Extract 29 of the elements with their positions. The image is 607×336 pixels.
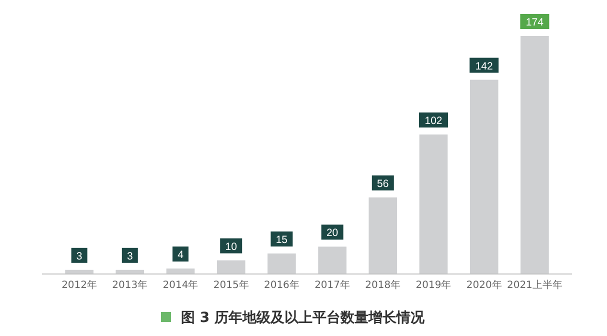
x-tick-label: 2017年 — [314, 279, 350, 291]
data-label: 174 — [526, 16, 544, 28]
bar — [318, 246, 346, 274]
x-tick-label: 2020年 — [466, 279, 502, 291]
x-tick-label: 2019年 — [416, 279, 452, 291]
text: 图 3 历年地级及以上平台数量增长情况 — [181, 310, 426, 326]
bar — [216, 260, 246, 274]
x-tick-label: 2014年 — [162, 279, 198, 291]
x-tick-label: 2016年 — [264, 279, 300, 291]
data-label: 102 — [424, 114, 442, 127]
data-label: 4 — [178, 249, 184, 262]
bar — [419, 134, 448, 274]
bar — [166, 268, 195, 274]
x-tick-label: 2018年 — [365, 279, 401, 291]
bar — [368, 197, 398, 274]
bar — [520, 36, 549, 274]
data-label: 3 — [76, 250, 82, 262]
data-label: 3 — [126, 250, 133, 262]
data-label: 10 — [225, 240, 238, 253]
data-label: 15 — [276, 234, 288, 246]
data-label: 56 — [377, 178, 389, 190]
x-tick-label: 2012年 — [62, 279, 98, 291]
data-label: 142 — [475, 60, 494, 72]
x-tick-label: 2013年 — [112, 279, 148, 291]
bar — [268, 253, 296, 274]
bar — [470, 80, 498, 274]
x-tick-label: 2021上半年 — [506, 279, 562, 291]
x-tick-label: 2015年 — [213, 279, 249, 291]
data-label: 20 — [326, 227, 338, 240]
